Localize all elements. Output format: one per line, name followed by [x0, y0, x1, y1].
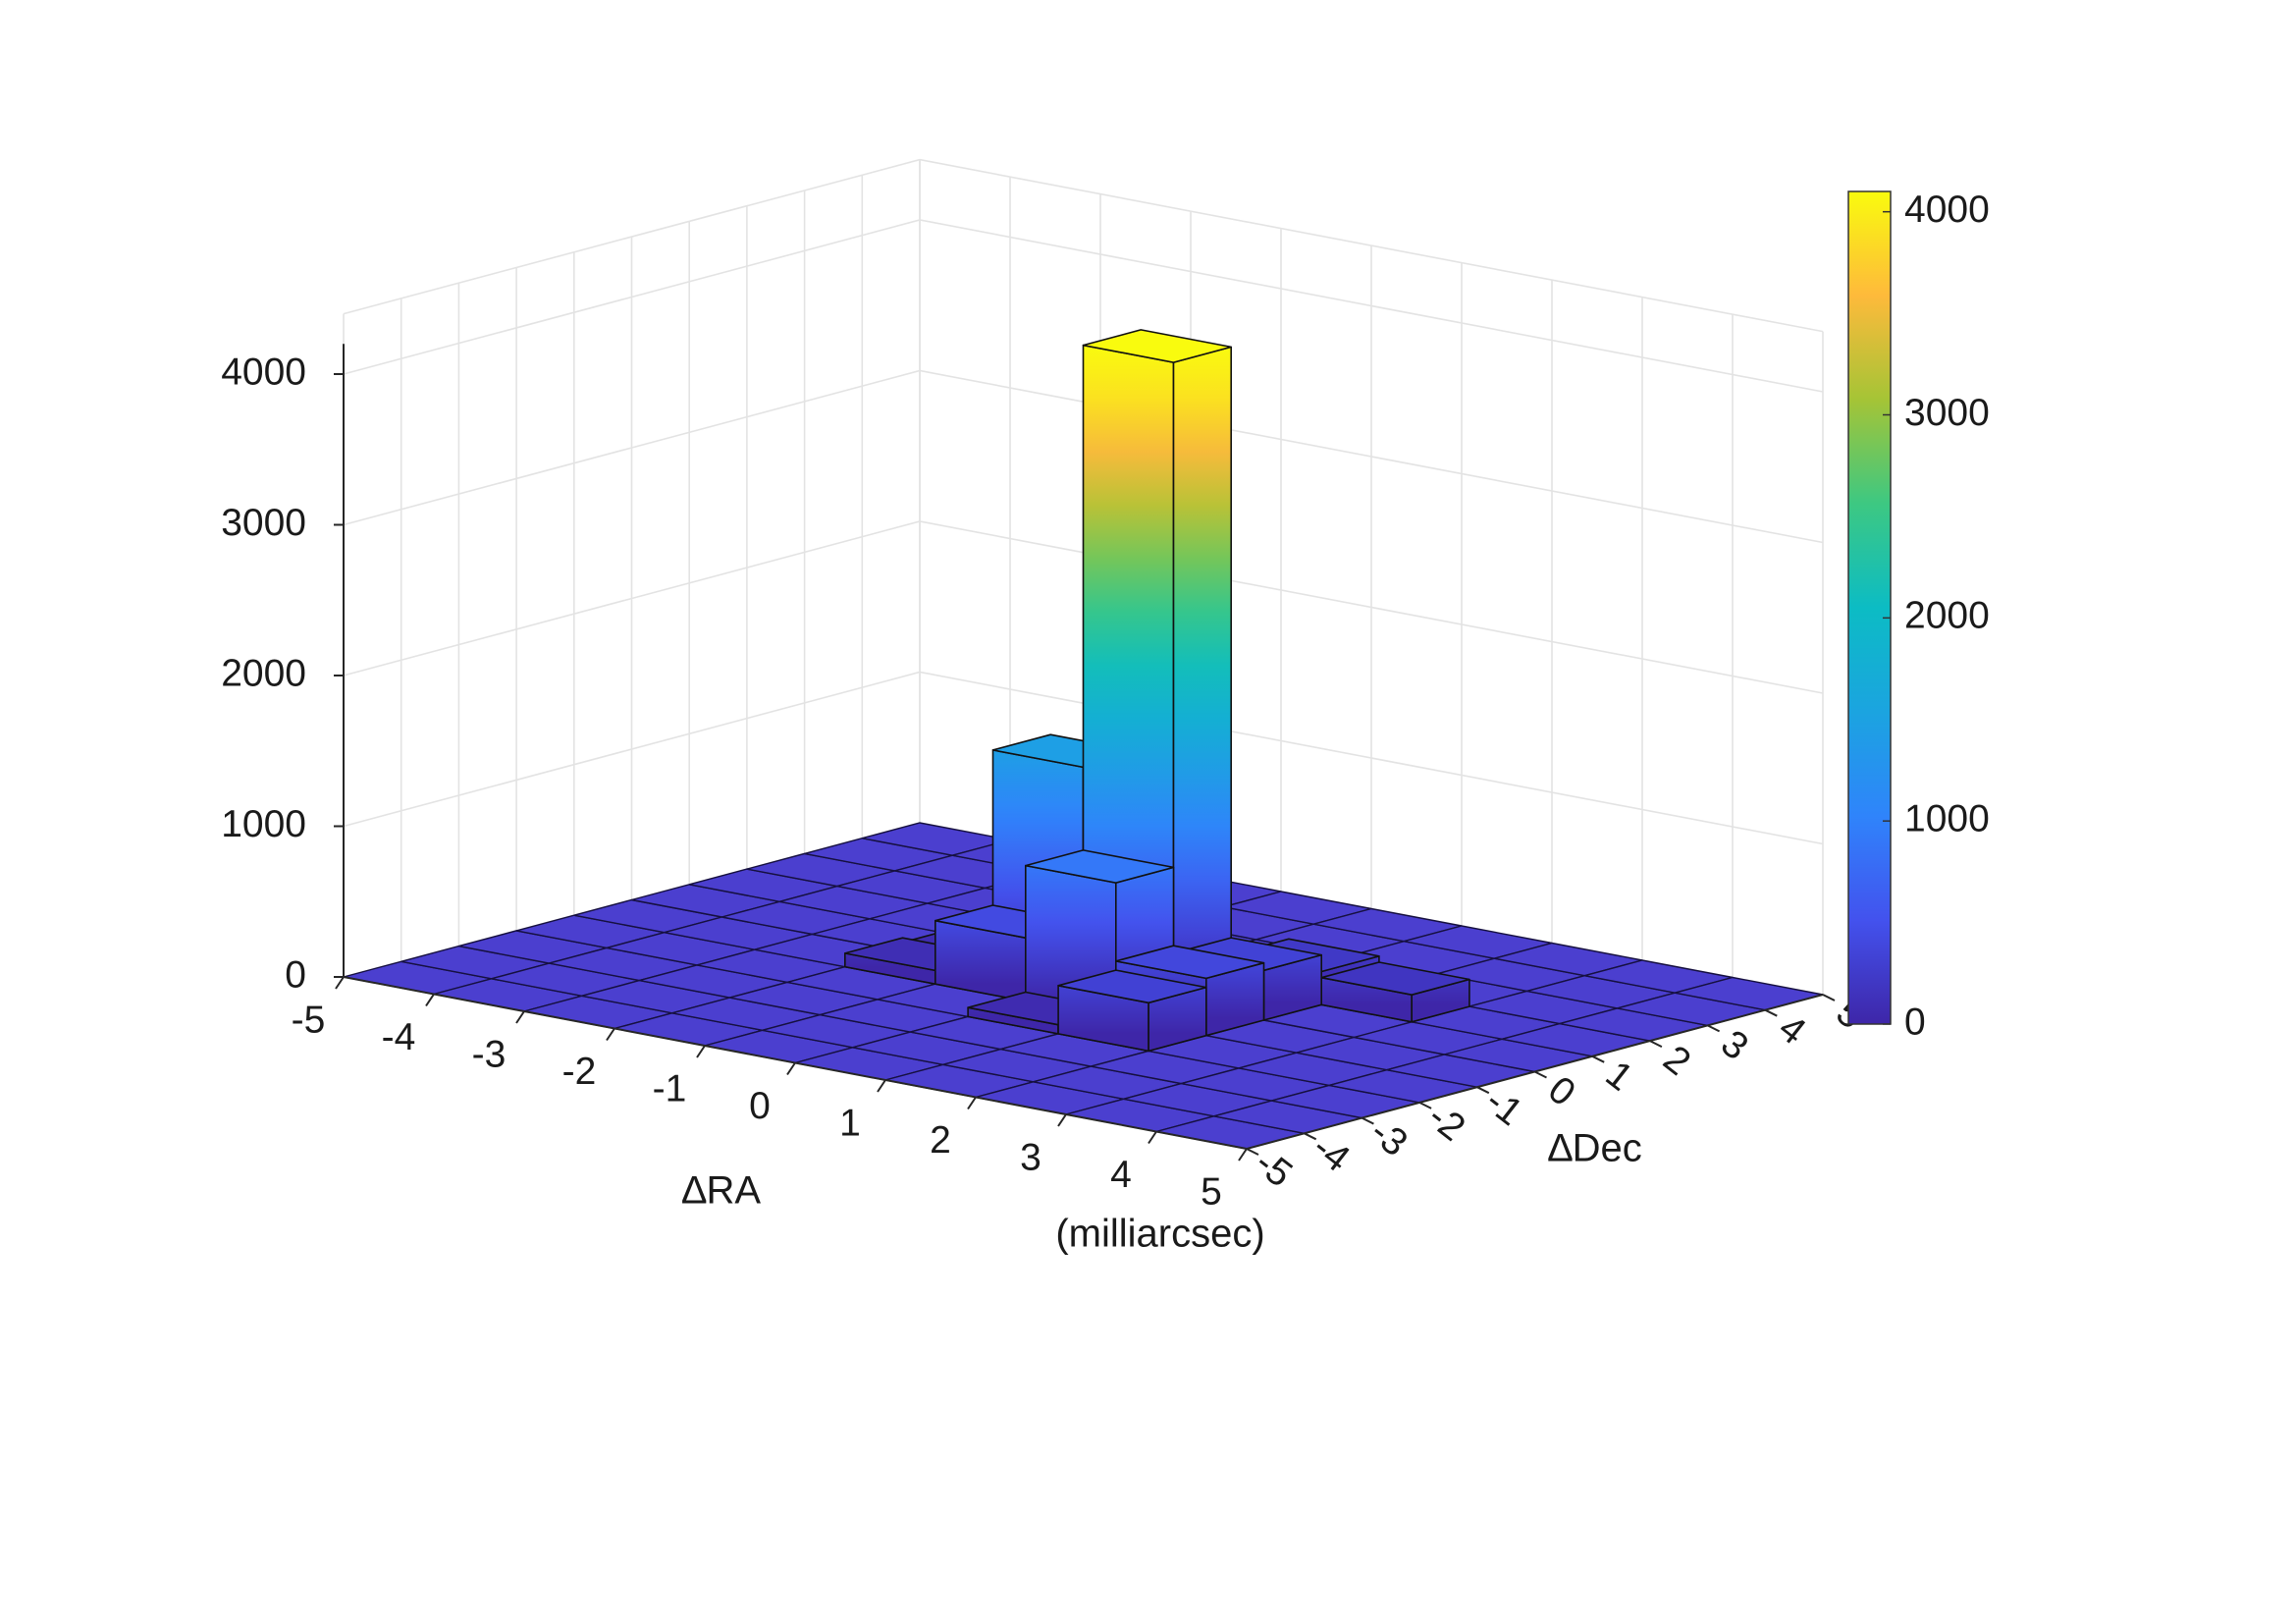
y-axis-label: ∆Dec [1548, 1127, 1642, 1170]
y-tick-label: -2 [1420, 1096, 1473, 1150]
x-tick-label: -1 [653, 1067, 687, 1109]
colorbar-ticks: 0 1000 2000 3000 4000 [1883, 189, 1990, 1043]
grid-line [343, 158, 1824, 333]
y-tick-label: -5 [1247, 1142, 1300, 1196]
x-tick-label: 5 [1201, 1170, 1222, 1213]
colorbar-tick-label: 4000 [1904, 189, 1990, 231]
z-tick-label: 4000 [221, 351, 306, 393]
units-label: (milliarcsec) [1055, 1213, 1264, 1256]
y-tick-label: 3 [1713, 1022, 1756, 1068]
colorbar: 0 1000 2000 3000 4000 [1847, 189, 1990, 1043]
z-tick-label: 1000 [221, 803, 306, 845]
y-tick [1591, 1055, 1605, 1063]
grid-line [343, 369, 1824, 544]
x-tick [1238, 1148, 1248, 1162]
y-tick [1764, 1008, 1778, 1017]
bar [1057, 969, 1207, 1053]
z-tick-label: 3000 [221, 502, 306, 544]
x-tick-label: 4 [1110, 1154, 1132, 1196]
bar-top [1115, 945, 1265, 980]
bar-face [1172, 346, 1232, 1004]
x-tick [967, 1096, 977, 1110]
colorbar-tick-label: 3000 [1904, 392, 1990, 434]
y-tick [1822, 994, 1836, 1001]
x-tick [1057, 1113, 1067, 1127]
bar-top [1057, 969, 1207, 1004]
x-tick [696, 1045, 706, 1058]
y-tick [1246, 1148, 1259, 1156]
x-tick-label: -3 [472, 1033, 507, 1075]
bar-top [1082, 329, 1232, 363]
x-tick [1148, 1130, 1157, 1145]
y-tick [1361, 1116, 1374, 1125]
bars [843, 329, 1470, 1053]
x-tick-label: -2 [562, 1051, 597, 1093]
bar-top [1025, 849, 1175, 884]
y-tick-label: 2 [1655, 1038, 1698, 1084]
grid-line [343, 219, 1824, 393]
y-tick-label: -1 [1477, 1080, 1530, 1134]
x-tick [786, 1061, 796, 1076]
x-tick [335, 976, 345, 990]
y-tick [1534, 1070, 1547, 1079]
colorbar-tick-label: 0 [1904, 1001, 1926, 1043]
grid-line [343, 520, 1824, 694]
y-tick-label: -3 [1362, 1110, 1415, 1164]
x-tick [877, 1079, 886, 1093]
y-tick-label: -4 [1305, 1126, 1358, 1180]
x-axis-label: ∆RA [682, 1169, 761, 1213]
y-tick-label: 4 [1771, 1006, 1814, 1053]
y-tick [1476, 1086, 1490, 1095]
x-tick-label: 0 [749, 1085, 771, 1127]
bar [1320, 961, 1470, 1023]
colorbar-tick-label: 1000 [1904, 797, 1990, 839]
x-tick [425, 993, 435, 1007]
x-tick [606, 1027, 615, 1042]
bar-top [1320, 961, 1470, 997]
x-tick-label: 3 [1020, 1136, 1041, 1178]
y-tick [1707, 1024, 1721, 1033]
y-tick-label: 0 [1540, 1068, 1583, 1114]
y-tick-label: 1 [1598, 1053, 1641, 1099]
z-tick-label: 2000 [221, 652, 306, 694]
y-tick [1418, 1102, 1432, 1109]
z-tick-label: 0 [285, 953, 306, 996]
x-tick-label: -4 [382, 1016, 416, 1058]
y-tick [1649, 1040, 1663, 1048]
x-tick-label: 1 [839, 1102, 861, 1144]
colorbar-gradient [1847, 190, 1892, 1025]
grid-line [343, 671, 1824, 845]
colorbar-tick-label: 2000 [1904, 595, 1990, 637]
x-tick-label: 2 [930, 1119, 951, 1162]
bar [1082, 329, 1232, 1004]
y-tick [1304, 1132, 1317, 1141]
x-tick [515, 1010, 525, 1024]
x-tick-label: -5 [292, 999, 326, 1041]
